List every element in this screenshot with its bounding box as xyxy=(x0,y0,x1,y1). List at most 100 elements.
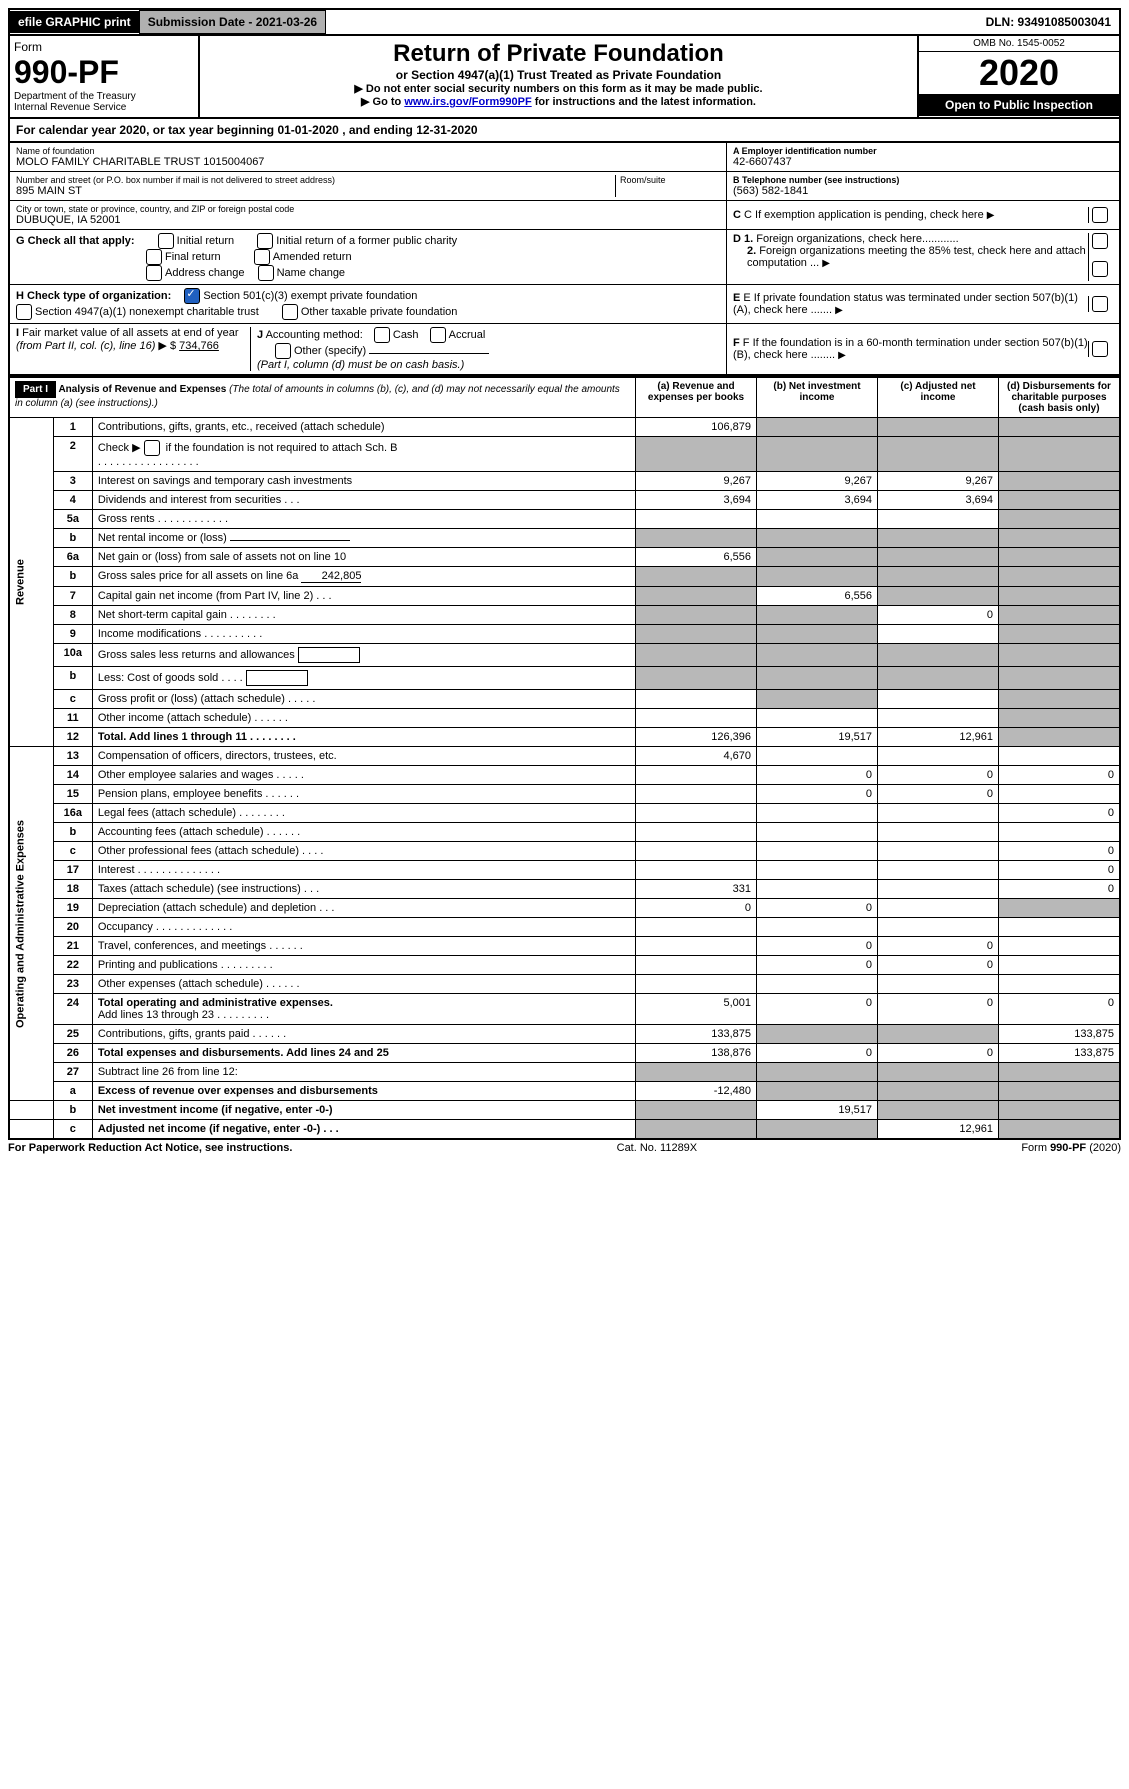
part1-table: Part I Analysis of Revenue and Expenses … xyxy=(8,376,1121,1140)
irs-label: Internal Revenue Service xyxy=(14,102,194,113)
line-17: Interest . . . . . . . . . . . . . . xyxy=(92,861,635,880)
room-label: Room/suite xyxy=(620,175,720,185)
part1-header: Part I xyxy=(15,381,56,398)
submission-date-button[interactable]: Submission Date - 2021-03-26 xyxy=(139,10,326,34)
foundation-name-label: Name of foundation xyxy=(16,146,720,156)
initial-former-checkbox[interactable] xyxy=(257,233,273,249)
line-27: Subtract line 26 from line 12: xyxy=(92,1063,635,1082)
form-note-2: ▶ Go to www.irs.gov/Form990PF for instru… xyxy=(204,95,913,108)
line-26: Total expenses and disbursements. Add li… xyxy=(92,1044,635,1063)
dln-label: DLN: 93491085003041 xyxy=(978,11,1119,33)
address-change-checkbox[interactable] xyxy=(146,265,162,281)
box-f-checkbox[interactable] xyxy=(1092,341,1108,357)
line-10b: Less: Cost of goods sold . . . . xyxy=(92,667,635,690)
efile-button[interactable]: efile GRAPHIC print xyxy=(10,11,139,33)
footer-mid: Cat. No. 11289X xyxy=(617,1142,698,1154)
line-19: Depreciation (attach schedule) and deple… xyxy=(92,899,635,918)
box-h-label: H Check type of organization: xyxy=(16,290,171,302)
501c3-checkbox[interactable] xyxy=(184,288,200,304)
revenue-side-label: Revenue xyxy=(9,418,53,747)
foundation-name: MOLO FAMILY CHARITABLE TRUST 1015004067 xyxy=(16,156,720,168)
col-a-header: (a) Revenue and expenses per books xyxy=(636,377,757,418)
omb-label: OMB No. 1545-0052 xyxy=(919,36,1119,52)
cash-checkbox[interactable] xyxy=(374,327,390,343)
expenses-side-label: Operating and Administrative Expenses xyxy=(9,747,53,1101)
col-d-header: (d) Disbursements for charitable purpose… xyxy=(999,377,1121,418)
box-e-checkbox[interactable] xyxy=(1092,296,1108,312)
footer-left: For Paperwork Reduction Act Notice, see … xyxy=(8,1142,292,1154)
line-24: Total operating and administrative expen… xyxy=(92,994,635,1025)
form-subtitle: or Section 4947(a)(1) Trust Treated as P… xyxy=(204,68,913,82)
form-title: Return of Private Foundation xyxy=(204,40,913,68)
line-11: Other income (attach schedule) . . . . .… xyxy=(92,709,635,728)
footer-right: Form 990-PF (2020) xyxy=(1021,1142,1121,1154)
line-16a: Legal fees (attach schedule) . . . . . .… xyxy=(92,804,635,823)
open-public-label: Open to Public Inspection xyxy=(919,94,1119,116)
line-5b: Net rental income or (loss) xyxy=(92,529,635,548)
line-1: Contributions, gifts, grants, etc., rece… xyxy=(92,418,635,437)
line-5a: Gross rents . . . . . . . . . . . . xyxy=(92,510,635,529)
col-c-header: (c) Adjusted net income xyxy=(878,377,999,418)
amended-checkbox[interactable] xyxy=(254,249,270,265)
line-15: Pension plans, employee benefits . . . .… xyxy=(92,785,635,804)
line-27c: Adjusted net income (if negative, enter … xyxy=(92,1120,635,1140)
year-begin: 01-01-2020 xyxy=(277,123,338,137)
line-23: Other expenses (attach schedule) . . . .… xyxy=(92,975,635,994)
ein-value: 42-6607437 xyxy=(733,156,1113,168)
form-word: Form xyxy=(14,40,194,54)
name-change-checkbox[interactable] xyxy=(258,265,274,281)
line-6a: Net gain or (loss) from sale of assets n… xyxy=(92,548,635,567)
phone-value: (563) 582-1841 xyxy=(733,185,1113,197)
address-label: Number and street (or P.O. box number if… xyxy=(16,175,615,185)
line-6b: Gross sales price for all assets on line… xyxy=(92,567,635,587)
line-21: Travel, conferences, and meetings . . . … xyxy=(92,937,635,956)
part1-title: Analysis of Revenue and Expenses xyxy=(58,384,226,395)
final-return-checkbox[interactable] xyxy=(146,249,162,265)
box-j-label: Accounting method: xyxy=(266,329,363,341)
accrual-checkbox[interactable] xyxy=(430,327,446,343)
line-9: Income modifications . . . . . . . . . . xyxy=(92,625,635,644)
line-16b: Accounting fees (attach schedule) . . . … xyxy=(92,823,635,842)
line-12: Total. Add lines 1 through 11 . . . . . … xyxy=(92,728,635,747)
box-d1-checkbox[interactable] xyxy=(1092,233,1108,249)
line-3: Interest on savings and temporary cash i… xyxy=(92,472,635,491)
line-14: Other employee salaries and wages . . . … xyxy=(92,766,635,785)
box-f-text: F If the foundation is in a 60-month ter… xyxy=(733,337,1088,361)
box-d2-text: Foreign organizations meeting the 85% te… xyxy=(747,245,1086,269)
fmv-value: 734,766 xyxy=(179,340,219,352)
box-c-checkbox[interactable] xyxy=(1092,207,1108,223)
col-b-header: (b) Net investment income xyxy=(757,377,878,418)
form-header: Form 990-PF Department of the Treasury I… xyxy=(8,36,1121,119)
line-22: Printing and publications . . . . . . . … xyxy=(92,956,635,975)
line-25: Contributions, gifts, grants paid . . . … xyxy=(92,1025,635,1044)
top-bar: efile GRAPHIC print Submission Date - 20… xyxy=(8,8,1121,36)
footer: For Paperwork Reduction Act Notice, see … xyxy=(8,1142,1121,1154)
line-13: Compensation of officers, directors, tru… xyxy=(92,747,635,766)
calendar-row: For calendar year 2020, or tax year begi… xyxy=(8,119,1121,143)
tax-year: 2020 xyxy=(919,52,1119,94)
other-method-checkbox[interactable] xyxy=(275,343,291,359)
phone-label: B Telephone number (see instructions) xyxy=(733,175,1113,185)
box-d2-checkbox[interactable] xyxy=(1092,261,1108,277)
box-e-text: E If private foundation status was termi… xyxy=(733,292,1078,316)
address-value: 895 MAIN ST xyxy=(16,185,615,197)
form-note-1: ▶ Do not enter social security numbers o… xyxy=(204,82,913,95)
ein-label: A Employer identification number xyxy=(733,146,1113,156)
initial-return-checkbox[interactable] xyxy=(158,233,174,249)
line-18: Taxes (attach schedule) (see instruction… xyxy=(92,880,635,899)
line-2: Check ▶ if the foundation is not require… xyxy=(92,437,635,472)
line-27b: Net investment income (if negative, ente… xyxy=(92,1101,635,1120)
line-10c: Gross profit or (loss) (attach schedule)… xyxy=(92,690,635,709)
line-4: Dividends and interest from securities .… xyxy=(92,491,635,510)
line2-checkbox[interactable] xyxy=(144,440,160,456)
box-j-note: (Part I, column (d) must be on cash basi… xyxy=(257,359,464,371)
dept-label: Department of the Treasury xyxy=(14,91,194,102)
city-label: City or town, state or province, country… xyxy=(16,204,720,214)
other-taxable-checkbox[interactable] xyxy=(282,304,298,320)
irs-link[interactable]: www.irs.gov/Form990PF xyxy=(404,96,531,108)
city-value: DUBUQUE, IA 52001 xyxy=(16,214,720,226)
line-16c: Other professional fees (attach schedule… xyxy=(92,842,635,861)
4947a1-checkbox[interactable] xyxy=(16,304,32,320)
year-end: 12-31-2020 xyxy=(416,123,477,137)
box-g-label: G Check all that apply: xyxy=(16,235,135,247)
